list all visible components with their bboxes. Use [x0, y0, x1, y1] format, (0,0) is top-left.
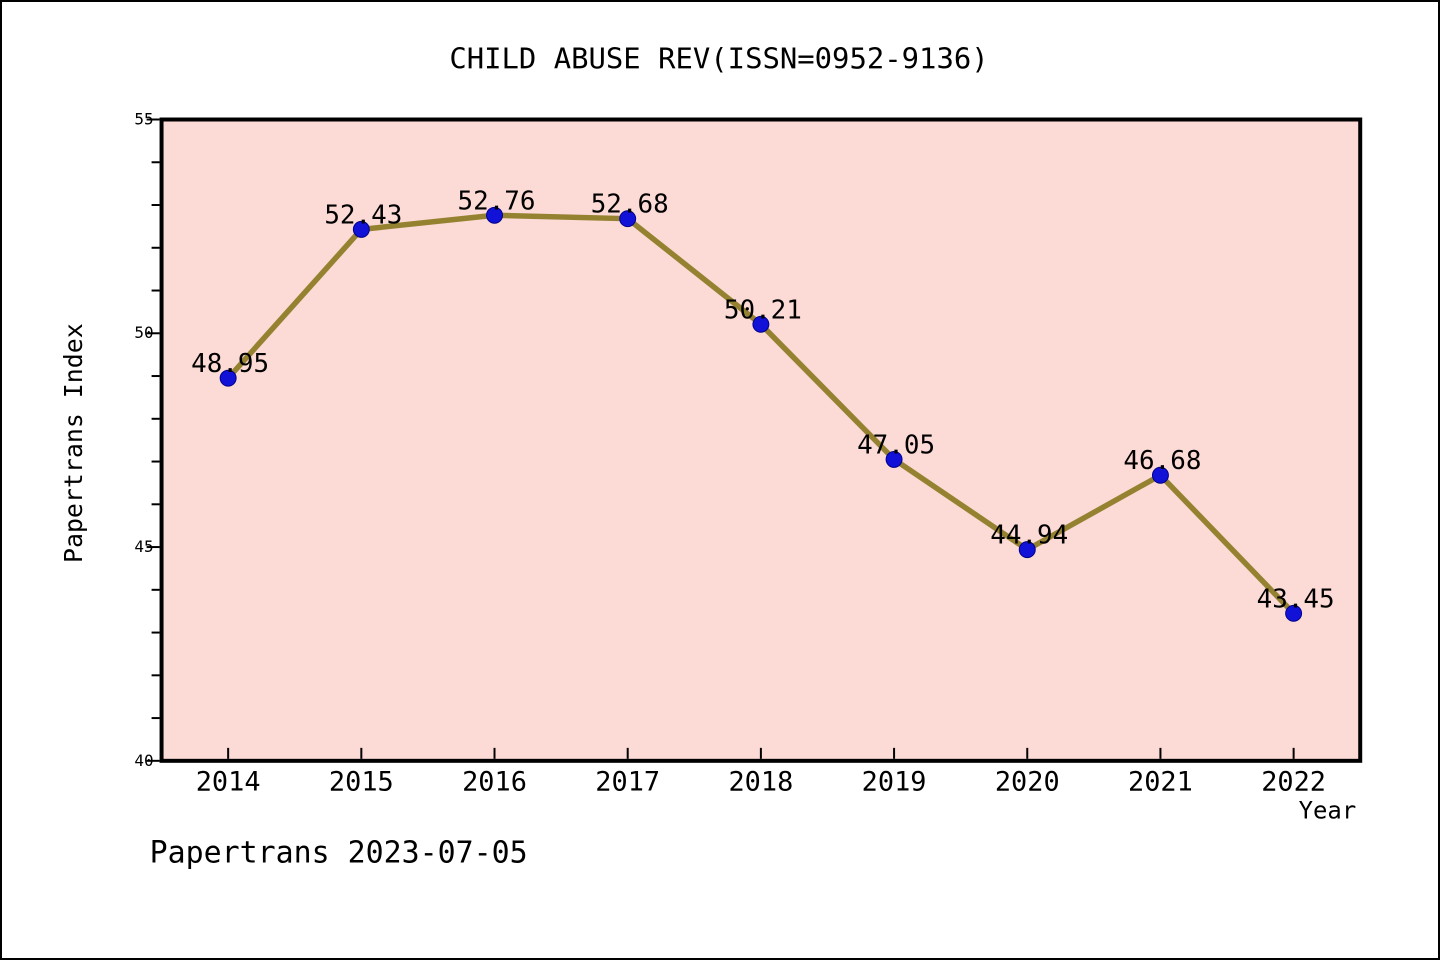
data-point-marker [1285, 604, 1303, 622]
x-tick-label: 2019 [862, 767, 927, 798]
x-tick-label: 2015 [329, 767, 394, 798]
data-point-label: 46.68 [1123, 446, 1201, 476]
data-point-marker [752, 315, 770, 333]
x-tick-label: 2022 [1261, 767, 1326, 798]
data-point-marker [1151, 466, 1169, 484]
data-point-label: 52.43 [324, 200, 402, 230]
y-tick-label: 45 [134, 537, 153, 556]
x-axis-label: Year [1299, 797, 1357, 825]
data-point-marker [352, 220, 370, 238]
x-tick-label: 2018 [728, 767, 793, 798]
data-point-marker [885, 450, 903, 468]
data-point-label: 48.95 [191, 349, 269, 379]
data-point-marker [486, 206, 503, 224]
chart-title: CHILD ABUSE REV(ISSN=0952-9136) [449, 42, 988, 76]
plot-border [159, 117, 1363, 763]
x-tick-label: 2017 [595, 767, 660, 798]
footer-text: Papertrans 2023-07-05 [150, 835, 528, 870]
x-tick-label: 2020 [995, 767, 1060, 798]
data-point-label: 50.21 [724, 295, 802, 325]
x-tick-label: 2014 [196, 767, 261, 798]
plot-dynamic-content: 40 45 50 55 2014 2015 2016 2017 2018 2019 2020 2021… [134, 109, 1334, 797]
y-tick-label: 55 [134, 109, 153, 128]
x-tick-label: 2016 [462, 767, 527, 798]
y-tick-label: 40 [134, 751, 153, 770]
data-point-label: 47.05 [857, 430, 935, 460]
y-tick-label: 50 [134, 323, 153, 342]
data-point-label: 44.94 [990, 521, 1068, 551]
data-point-marker [219, 369, 237, 387]
data-point-marker [1018, 541, 1036, 559]
y-axis-label: Papertrans Index [59, 323, 88, 563]
data-point-marker [619, 210, 637, 228]
data-point-label: 52.68 [591, 190, 669, 220]
x-tick-label: 2021 [1128, 767, 1193, 798]
data-point-label: 43.45 [1257, 584, 1335, 614]
data-point-label: 52.76 [458, 186, 536, 216]
